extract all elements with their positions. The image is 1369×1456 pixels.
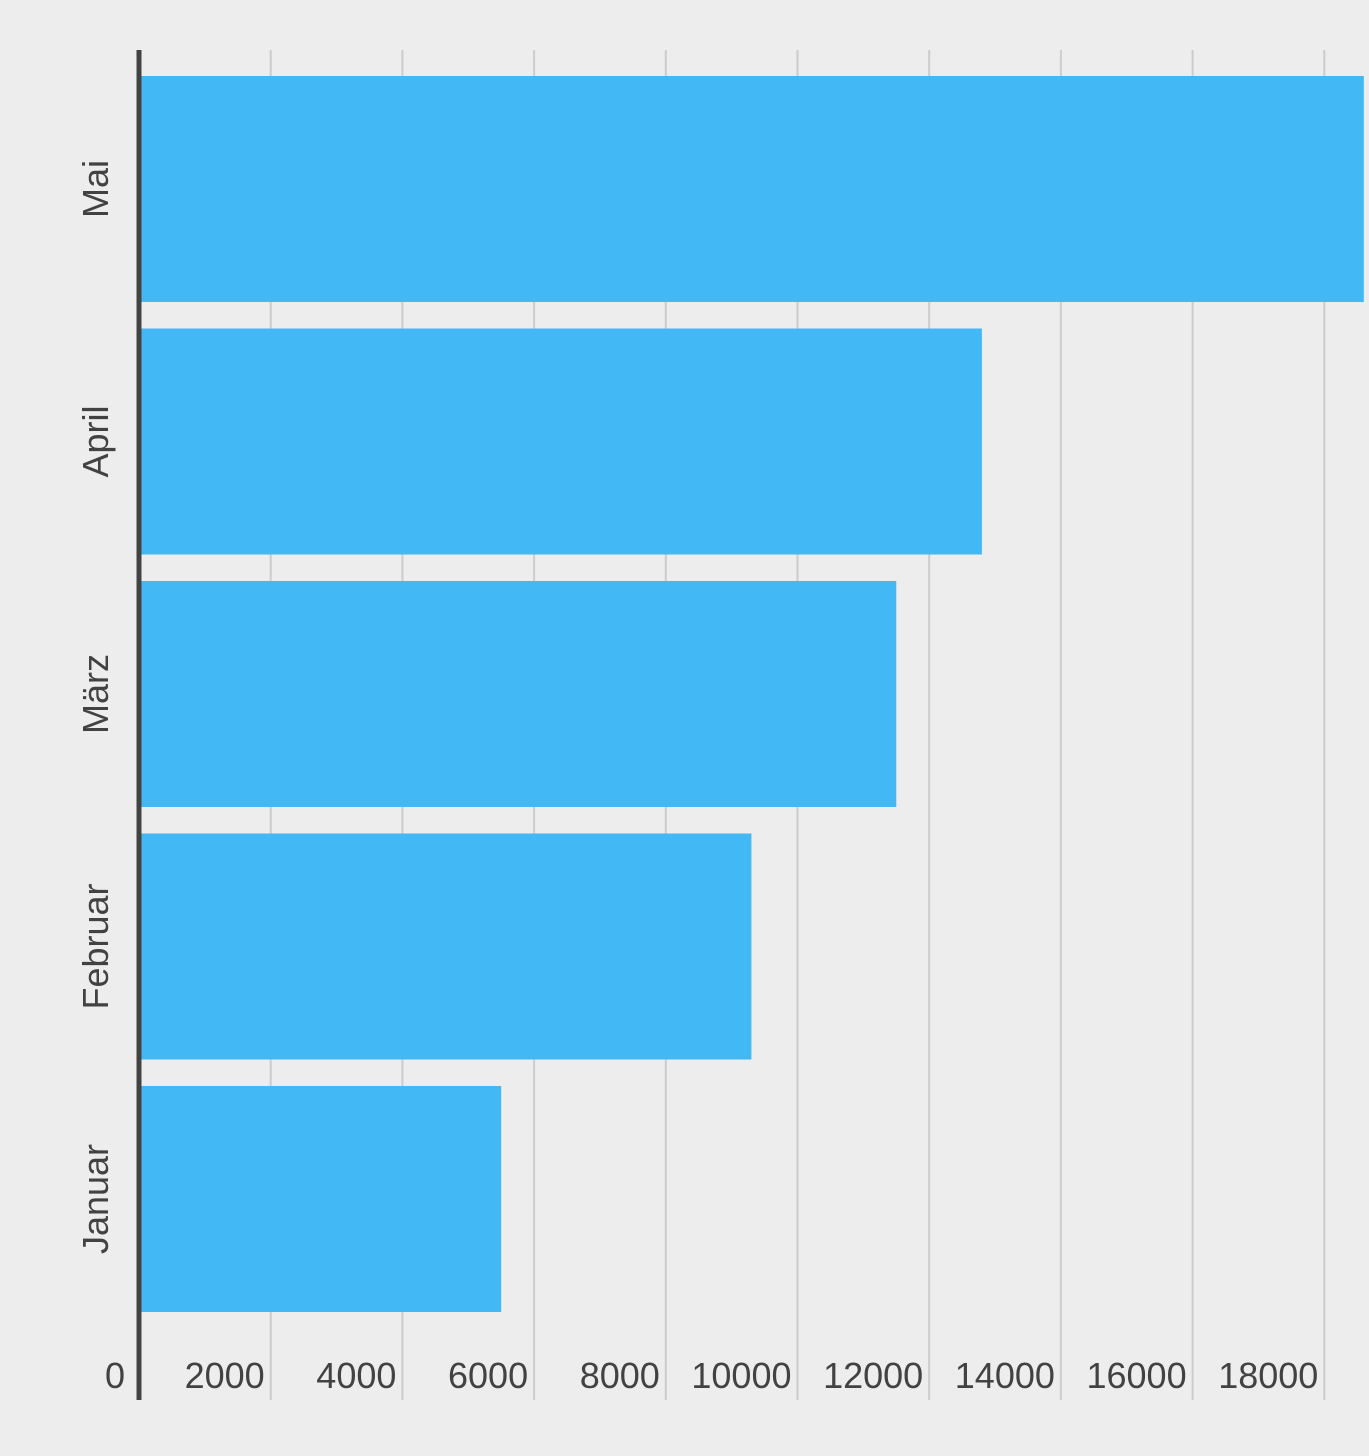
bar-januar bbox=[140, 1086, 502, 1312]
x-tick-label: 2000 bbox=[185, 1355, 265, 1396]
bar-layer bbox=[140, 76, 1364, 1312]
bar-april bbox=[140, 328, 982, 555]
x-tick-label: 16000 bbox=[1086, 1355, 1186, 1396]
x-tick-label: 0 bbox=[105, 1355, 125, 1396]
x-tick-label: 6000 bbox=[448, 1355, 528, 1396]
category-label: Januar bbox=[75, 1144, 116, 1254]
bar-märz bbox=[140, 581, 897, 807]
x-tick-label: 18000 bbox=[1218, 1355, 1318, 1396]
x-tick-label: 14000 bbox=[955, 1355, 1055, 1396]
category-label: April bbox=[75, 405, 116, 477]
x-tick-label: 4000 bbox=[316, 1355, 396, 1396]
label-layer: Januar Februar März April Mai 0 2000 4000 6000 80… bbox=[75, 160, 1318, 1396]
x-tick-label: 10000 bbox=[691, 1355, 791, 1396]
category-label: März bbox=[75, 654, 116, 734]
x-tick-label: 12000 bbox=[823, 1355, 923, 1396]
category-label: Mai bbox=[75, 160, 116, 218]
bar-mai bbox=[140, 76, 1364, 302]
bar-februar bbox=[140, 833, 752, 1060]
category-label: Februar bbox=[75, 883, 116, 1009]
x-tick-label: 8000 bbox=[580, 1355, 660, 1396]
